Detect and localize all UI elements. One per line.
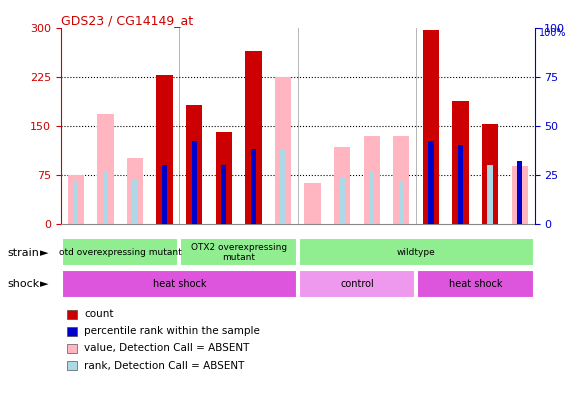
Text: value, Detection Call = ABSENT: value, Detection Call = ABSENT [84,343,250,354]
Bar [369,171,374,224]
Bar [393,135,410,224]
Bar [364,135,380,224]
Bar [251,149,256,224]
Bar [428,141,433,224]
Bar [487,165,493,224]
Bar [62,270,297,298]
Bar [280,149,286,224]
Bar [156,75,173,224]
Bar [162,165,167,224]
Text: control: control [340,279,374,289]
Bar [216,132,232,224]
Text: wildtype: wildtype [397,248,436,257]
Bar [453,101,469,224]
Text: percentile rank within the sample: percentile rank within the sample [84,326,260,337]
Bar [423,30,439,224]
Bar [304,183,321,224]
Text: OTX2 overexpressing
mutant: OTX2 overexpressing mutant [191,243,286,262]
Text: strain: strain [7,248,39,258]
Bar [245,51,261,224]
Bar [192,141,197,224]
Text: ►: ► [40,248,48,258]
Text: rank, Detection Call = ABSENT: rank, Detection Call = ABSENT [84,360,245,371]
Bar [482,124,498,224]
Bar [103,171,108,224]
Bar [67,175,84,224]
Bar [417,270,533,298]
Text: 100%: 100% [539,28,566,38]
Bar [299,270,415,298]
Bar [221,165,227,224]
Bar [275,77,291,224]
Bar [73,181,78,224]
Bar [299,238,533,267]
Text: shock: shock [7,279,40,289]
Bar [127,158,143,224]
Bar [334,147,350,224]
Text: heat shock: heat shock [449,279,502,289]
Bar [132,179,138,224]
Bar [399,181,404,224]
Bar [62,238,178,267]
Text: otd overexpressing mutant: otd overexpressing mutant [59,248,182,257]
Bar [339,177,345,224]
Bar [517,161,522,224]
Bar [97,114,113,224]
Text: heat shock: heat shock [153,279,206,289]
Text: ►: ► [40,279,48,289]
Bar [458,145,463,224]
Text: GDS23 / CG14149_at: GDS23 / CG14149_at [61,13,193,27]
Bar [512,166,528,224]
Bar [186,105,202,224]
Bar [180,238,297,267]
Text: count: count [84,309,114,320]
